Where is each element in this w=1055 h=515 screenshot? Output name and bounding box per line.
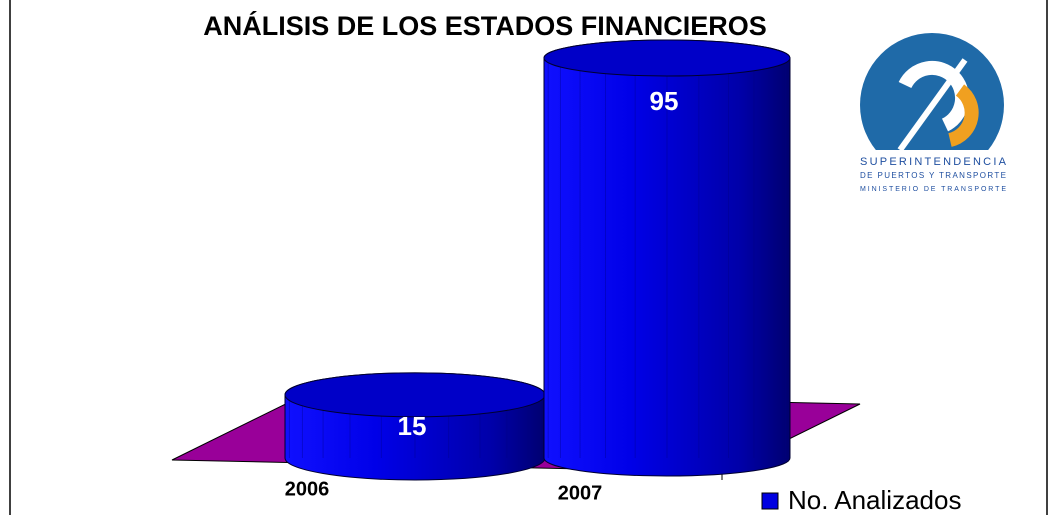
- chart-title: ANÁLISIS DE LOS ESTADOS FINANCIEROS: [203, 10, 767, 41]
- logo-text: MINISTERIO DE TRANSPORTE: [860, 186, 1006, 193]
- legend-label: No. Analizados: [788, 485, 961, 515]
- cylinder: [284, 372, 546, 481]
- logo-text: DE PUERTOS Y TRANSPORTE: [860, 171, 1006, 180]
- value-label: 15: [398, 411, 427, 441]
- cylinder: [543, 39, 791, 477]
- logo-plate: [857, 150, 1009, 195]
- x-tick-label: 2006: [285, 478, 330, 500]
- value-label: 95: [650, 86, 679, 116]
- logo: SUPERINTENDENCIA DE PUERTOS Y TRANSPORTE…: [857, 33, 1009, 195]
- x-tick-label: 2007: [558, 482, 603, 504]
- legend-swatch: [761, 492, 779, 510]
- logo-text: SUPERINTENDENCIA: [860, 156, 1007, 168]
- logo-arc: [947, 84, 979, 147]
- logo-bar: [897, 58, 968, 152]
- cylinder-top: [543, 39, 791, 77]
